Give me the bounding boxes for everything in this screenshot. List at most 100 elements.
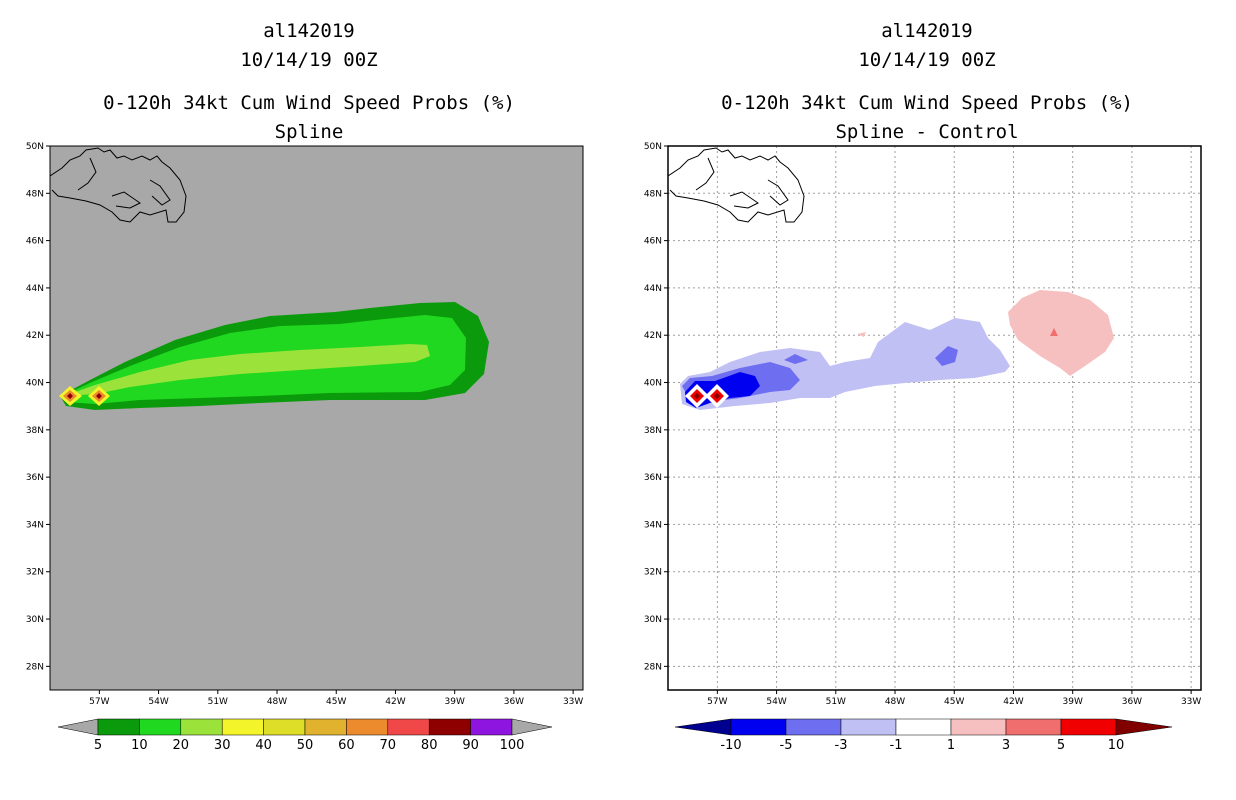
- x-tick-label: 57W: [89, 697, 109, 707]
- left-title-storm: al142019: [263, 20, 355, 42]
- colorbar-swatch: [470, 718, 513, 736]
- diff-darkred-diamonds: [694, 393, 720, 399]
- right-difference-contours: [680, 290, 1114, 410]
- colorbar-high-arrow: [1115, 718, 1173, 736]
- y-tick-label: 46N: [26, 237, 44, 247]
- colorbar-label: -5: [780, 738, 793, 753]
- y-tick-label: 46N: [644, 237, 662, 247]
- colorbar-swatch: [346, 718, 389, 736]
- left-title-product: 0-120h 34kt Cum Wind Speed Probs (%): [103, 92, 515, 114]
- x-tick-label: 48W: [885, 697, 905, 707]
- x-tick-label: 36W: [504, 697, 524, 707]
- colorbar-swatch: [97, 718, 140, 736]
- colorbar-label: 40: [255, 738, 272, 753]
- right-colorbar: -10 -5 -3 -1 1 3 5 10: [674, 718, 1173, 753]
- prob-contour-20: [64, 344, 430, 396]
- x-tick-label: 45W: [944, 697, 964, 707]
- colorbar-label: 100: [500, 738, 525, 753]
- y-tick-label: 36N: [26, 473, 44, 483]
- y-tick-label: 30N: [644, 615, 662, 625]
- right-title-method: Spline - Control: [835, 121, 1018, 143]
- y-tick-label: 42N: [26, 331, 44, 341]
- colorbar-label: 3: [1002, 738, 1010, 753]
- y-tick-label: 38N: [26, 426, 44, 436]
- y-tick-label: 32N: [644, 568, 662, 578]
- colorbar-swatch: [139, 718, 182, 736]
- x-tick-label: 33W: [1181, 697, 1201, 707]
- right-axes: 57W 54W 51W 48W 45W 42W 39W 36W 33W 50N 48N 46N 44N 4…: [644, 142, 1202, 707]
- x-tick-label: 57W: [707, 697, 727, 707]
- x-tick-label: 42W: [385, 697, 405, 707]
- x-tick-label: 54W: [766, 697, 786, 707]
- colorbar-label: 5: [1057, 738, 1065, 753]
- right-title-date: 10/14/19 00Z: [858, 49, 995, 71]
- left-title-date: 10/14/19 00Z: [240, 49, 377, 71]
- left-title-method: Spline: [275, 121, 344, 143]
- right-panel: al142019 10/14/19 00Z 0-120h 34kt Cum Wi…: [644, 20, 1202, 753]
- diff-red-diamonds: [690, 389, 724, 403]
- colorbar-label: 5: [94, 738, 102, 753]
- y-tick-label: 42N: [644, 331, 662, 341]
- colorbar-swatch: [1060, 718, 1117, 736]
- colorbar-label: 70: [380, 738, 397, 753]
- right-title-product: 0-120h 34kt Cum Wind Speed Probs (%): [721, 92, 1133, 114]
- colorbar-swatch: [730, 718, 787, 736]
- x-tick-label: 39W: [1063, 697, 1083, 707]
- colorbar-swatch: [263, 718, 306, 736]
- colorbar-swatch: [221, 718, 264, 736]
- x-tick-label: 39W: [445, 697, 465, 707]
- y-tick-label: 34N: [26, 520, 44, 530]
- colorbar-label: -1: [890, 738, 903, 753]
- colorbar-label: 50: [297, 738, 314, 753]
- x-tick-label: 54W: [148, 697, 168, 707]
- y-tick-label: 32N: [26, 568, 44, 578]
- right-title-storm: al142019: [881, 20, 973, 42]
- left-probability-contours: [59, 302, 489, 410]
- colorbar-label: -3: [835, 738, 848, 753]
- prob-contour-30: [59, 386, 110, 406]
- x-tick-label: 51W: [208, 697, 228, 707]
- x-tick-label: 51W: [826, 697, 846, 707]
- colorbar-label: 90: [462, 738, 479, 753]
- colorbar-label: -10: [720, 738, 741, 753]
- colorbar-swatch: [180, 718, 223, 736]
- y-tick-label: 48N: [26, 189, 44, 199]
- colorbar-label: 80: [421, 738, 438, 753]
- y-tick-label: 30N: [26, 615, 44, 625]
- x-tick-label: 36W: [1122, 697, 1142, 707]
- left-map-frame: [49, 145, 584, 691]
- y-tick-label: 38N: [644, 426, 662, 436]
- prob-contour-80: [67, 393, 102, 399]
- colorbar-swatch: [950, 718, 1007, 736]
- colorbar-swatch: [895, 718, 952, 736]
- colorbar-swatch: [1005, 718, 1062, 736]
- right-map-background: [668, 146, 1201, 690]
- colorbar-swatch: [428, 718, 471, 736]
- y-tick-label: 44N: [644, 284, 662, 294]
- y-tick-label: 40N: [26, 379, 44, 389]
- y-tick-label: 50N: [26, 142, 44, 152]
- x-tick-label: 48W: [267, 697, 287, 707]
- colorbar-label: 1: [947, 738, 955, 753]
- y-tick-label: 28N: [26, 662, 44, 672]
- colorbar-low-arrow: [57, 718, 99, 736]
- y-tick-label: 40N: [644, 379, 662, 389]
- colorbar-label: 20: [173, 738, 190, 753]
- y-tick-label: 48N: [644, 189, 662, 199]
- colorbar-label: 60: [338, 738, 355, 753]
- colorbar-label: 10: [131, 738, 148, 753]
- y-tick-label: 44N: [26, 284, 44, 294]
- right-coastline-newfoundland: [668, 147, 805, 223]
- colorbar-high-arrow: [511, 718, 553, 736]
- diff-contour-pos3: [1050, 328, 1058, 336]
- left-colorbar: 5 10 20 30 40 50 60 70 80 90 100: [57, 718, 553, 753]
- colorbar-label: 30: [214, 738, 231, 753]
- colorbar-label: 10: [1108, 738, 1125, 753]
- colorbar-swatch: [840, 718, 897, 736]
- colorbar-low-arrow: [674, 718, 732, 736]
- colorbar-swatch: [387, 718, 430, 736]
- x-tick-label: 45W: [326, 697, 346, 707]
- left-coastline-newfoundland: [50, 147, 187, 223]
- x-tick-label: 33W: [563, 697, 583, 707]
